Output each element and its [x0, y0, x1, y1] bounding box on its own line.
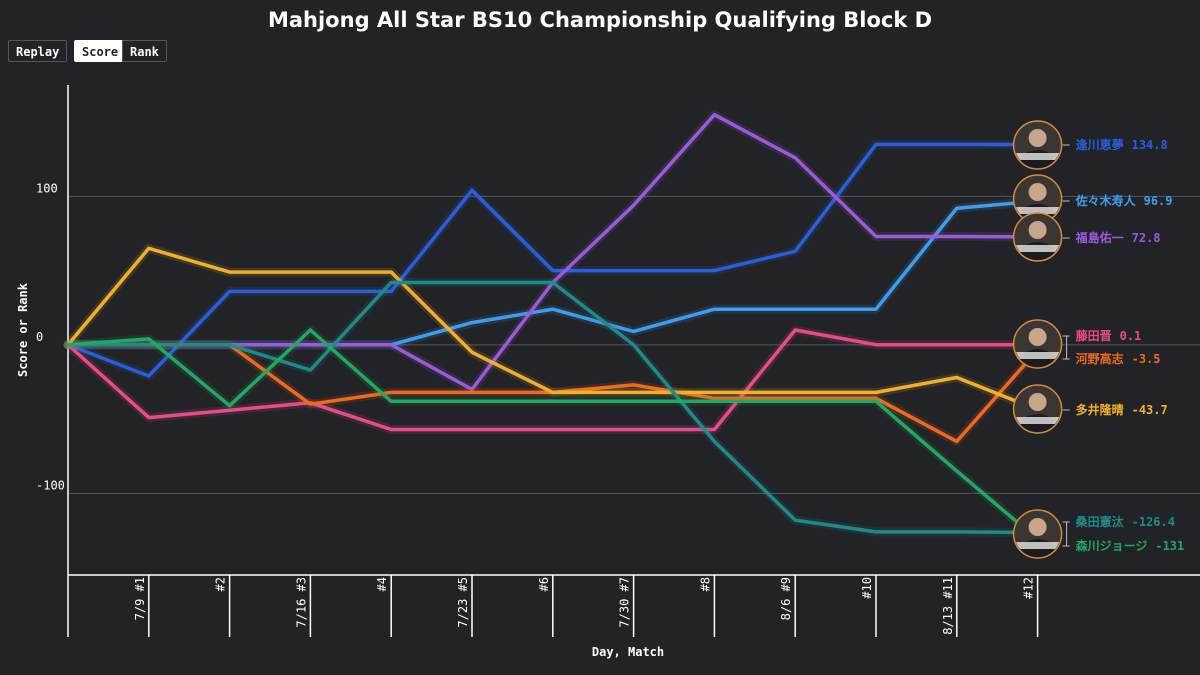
x-tick-label: #8 — [698, 577, 712, 591]
series-final-value: 0.1 — [1120, 329, 1142, 343]
player-avatar — [1012, 509, 1063, 559]
axes: 100 0 -100 7/9 #1 #2 7/16 #3 #4 7/23 #5 #6 7/30 #… — [16, 85, 1200, 659]
x-tick-label: 7/30 #7 — [618, 577, 632, 628]
replay-button[interactable]: Replay — [8, 40, 68, 62]
series-final-value: -3.5 — [1132, 352, 1161, 366]
x-tick-label: #6 — [537, 577, 551, 591]
player-avatar — [1012, 120, 1063, 170]
series-final-value: 134.8 — [1132, 138, 1168, 152]
x-axis-title: Day, Match — [592, 645, 664, 659]
y-tick-label: 100 — [36, 181, 58, 195]
rank-mode-button[interactable]: Rank — [122, 40, 167, 62]
series-end-label: 逢川恵夢 134.8 — [1076, 137, 1168, 152]
series-name: 福島佑一 — [1075, 230, 1124, 245]
series-end-label: 藤田晋 0.1 — [1075, 328, 1142, 343]
series-line[interactable] — [66, 246, 1040, 412]
series-end-label: 桑田憲汰 -126.4 — [1076, 514, 1175, 529]
series-end-label: 福島佑一 72.8 — [1075, 230, 1161, 245]
series-name: 多井隆晴 — [1076, 402, 1124, 417]
x-tick-label: 7/16 #3 — [294, 577, 308, 628]
x-tick-label: #10 — [860, 577, 874, 599]
series-name: 河野高志 — [1075, 351, 1124, 366]
x-tick-label: 8/13 #11 — [941, 577, 955, 635]
series-line[interactable] — [66, 280, 1040, 535]
series-final-value: 72.8 — [1132, 231, 1161, 245]
series-final-value: 96.9 — [1144, 194, 1173, 208]
y-axis-title: Score or Rank — [16, 282, 30, 377]
y-tick-label: -100 — [36, 478, 65, 492]
x-tick-label: 8/6 #9 — [779, 577, 793, 620]
series-name: 逢川恵夢 — [1076, 137, 1124, 152]
series-final-value: -43.7 — [1132, 403, 1168, 417]
series-line-glow — [63, 325, 1043, 544]
series-name: 藤田晋 — [1075, 328, 1112, 343]
player-avatar — [1012, 384, 1063, 434]
score-mode-button[interactable]: Score — [74, 40, 127, 62]
series-end-label: 佐々木寿人 96.9 — [1075, 193, 1173, 208]
series-end-label: 多井隆晴 -43.7 — [1076, 402, 1168, 417]
series-final-value: -131 — [1155, 539, 1184, 553]
series-line[interactable] — [66, 328, 1040, 432]
series-end-label: 河野高志 -3.5 — [1075, 351, 1161, 366]
x-tick-label: #12 — [1022, 577, 1036, 599]
player-avatar — [1012, 212, 1063, 262]
series-line[interactable] — [66, 328, 1040, 542]
x-tick-label: #2 — [214, 577, 228, 591]
series-line[interactable] — [66, 142, 1040, 378]
series-final-value: -126.4 — [1132, 515, 1175, 529]
x-tick-label: 7/9 #1 — [133, 577, 147, 620]
player-avatar — [1012, 319, 1063, 369]
series-name: 佐々木寿人 — [1075, 193, 1137, 208]
series-name: 森川ジョージ — [1076, 538, 1148, 553]
x-tick-label: 7/23 #5 — [456, 577, 470, 628]
chart-title: Mahjong All Star BS10 Championship Quali… — [267, 8, 933, 32]
end-labels: 逢川恵夢 134.8 佐々木寿人 96.9 福島佑一 72.8 藤田晋 0.1 河野高志 -3.5… — [1012, 120, 1185, 559]
series-lines — [63, 110, 1043, 544]
x-tick-label: #4 — [375, 577, 389, 591]
series-name: 桑田憲汰 — [1076, 514, 1125, 529]
series-end-label: 森川ジョージ -131 — [1076, 538, 1185, 553]
y-tick-label: 0 — [36, 330, 43, 344]
